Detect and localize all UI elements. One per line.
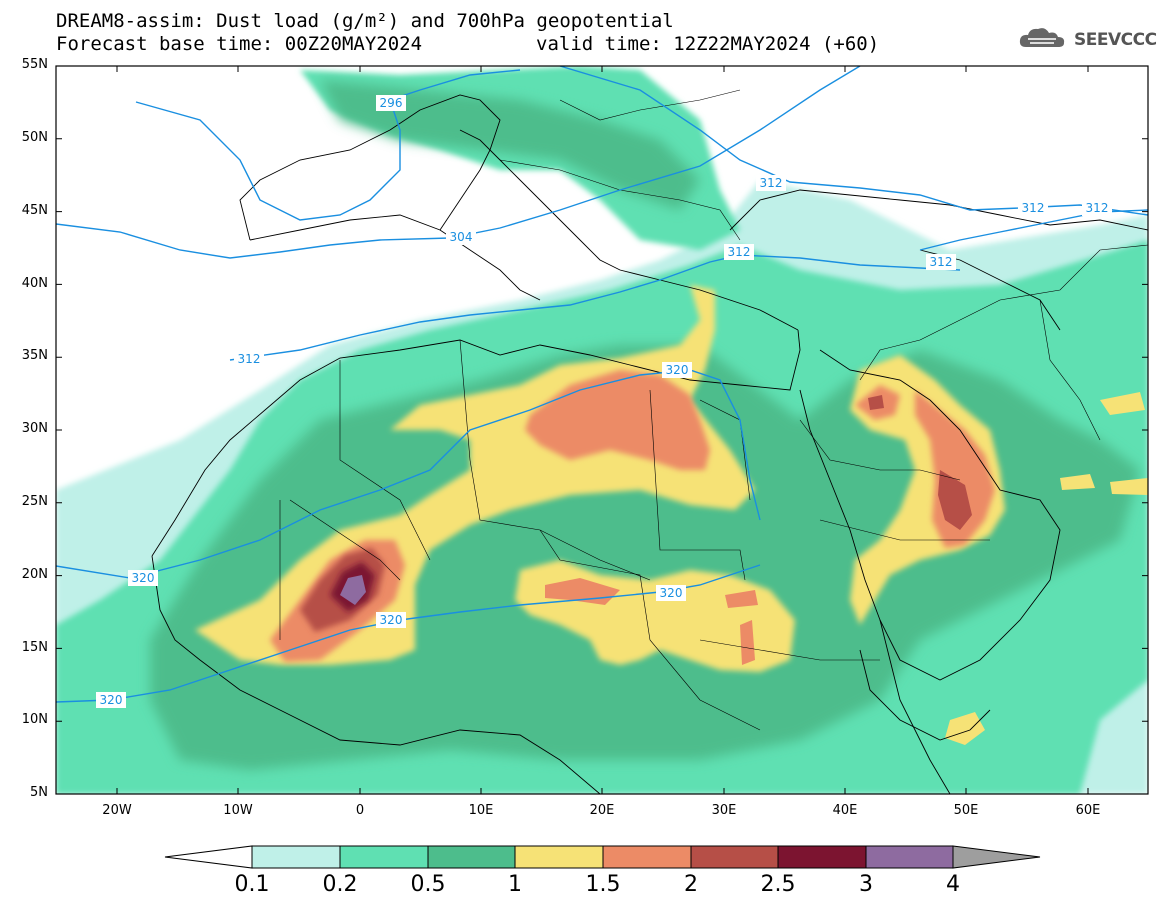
dust-level-1: [850, 355, 1005, 625]
contour-label: 312: [756, 175, 786, 191]
contour-label: 312: [926, 254, 956, 270]
contour-label: 312: [1018, 200, 1048, 216]
svg-text:304: 304: [450, 230, 473, 244]
colorbar-label: 4: [946, 872, 960, 897]
svg-text:312: 312: [1086, 201, 1109, 215]
dust-level-1: [1110, 478, 1148, 495]
lon-label: 50E: [953, 803, 979, 818]
lat-label: 25N: [21, 494, 48, 509]
lat-label: 45N: [21, 203, 48, 218]
svg-text:320: 320: [380, 613, 403, 627]
svg-text:320: 320: [660, 586, 683, 600]
lat-label: 50N: [21, 130, 48, 145]
colorbar-segment: [690, 845, 779, 869]
coastlines: [151, 94, 1148, 794]
map-title: DREAM8-assim: Dust load (g/m²) and 700hP…: [56, 10, 674, 32]
contour-label: 320: [128, 570, 158, 586]
contour-label: 320: [0, 0, 23, 3]
lat-label: 30N: [21, 421, 48, 436]
geopotential-contours: [56, 66, 1148, 703]
dust-level-1.5: [740, 620, 755, 665]
map-subtitle: Forecast base time: 00Z20MAY2024 valid ti…: [56, 33, 879, 55]
lon-label: 20W: [102, 803, 132, 818]
contour-label: 312: [234, 351, 264, 367]
dust-level-1.5: [525, 370, 710, 470]
dust-level-2: [938, 470, 972, 530]
dust-level-0.5: [150, 345, 1140, 770]
lon-label: 40E: [832, 803, 858, 818]
dust-level-2: [868, 395, 884, 410]
cloud-logo-icon: [1018, 25, 1070, 55]
colorbar-high-arrow: [952, 845, 1041, 869]
dust-level-1.5: [725, 590, 758, 608]
svg-text:312: 312: [238, 352, 261, 366]
colorbar-label: 2.5: [760, 872, 796, 897]
contour-320: [56, 369, 761, 579]
contour-label: 320: [376, 612, 406, 628]
base-time-text: Forecast base time: 00Z20MAY2024: [56, 33, 423, 55]
lon-label: 10E: [468, 803, 494, 818]
contour-label: 320: [662, 362, 692, 378]
colorbar-segment: [427, 845, 516, 869]
contour-label: 304: [446, 229, 476, 245]
lon-label: 10W: [223, 803, 253, 818]
colorbar-label: 2: [684, 872, 698, 897]
lat-label: 40N: [21, 276, 48, 291]
lon-label: 30E: [711, 803, 737, 818]
svg-text:312: 312: [760, 176, 783, 190]
colorbar-segment: [339, 845, 429, 869]
axis-ticks: [56, 65, 1148, 795]
seevccc-logo: SEEVCCC: [1018, 27, 1157, 53]
lat-label: 15N: [21, 640, 48, 655]
svg-text:320: 320: [132, 571, 155, 585]
colorbar: [164, 845, 1041, 869]
contour-label: 296: [376, 95, 406, 111]
svg-text:320: 320: [100, 693, 123, 707]
lat-label: 55N: [21, 57, 48, 72]
logo-text: SEEVCCC: [1074, 30, 1157, 50]
colorbar-label: 0.5: [410, 872, 446, 897]
svg-text:312: 312: [930, 255, 953, 269]
contour-label: 320: [96, 692, 126, 708]
colorbar-segment: [514, 845, 604, 869]
colorbar-segment: [251, 845, 341, 869]
colorbar-label: 1.5: [585, 872, 621, 897]
colorbar-label: 0.1: [234, 872, 270, 897]
colorbar-low-arrow: [164, 845, 253, 869]
lon-label: 0: [355, 803, 365, 818]
contour-296: [135, 69, 521, 221]
dust-level-0.5: [320, 80, 700, 210]
dust-level-1.5: [915, 390, 995, 548]
colorbar-segment: [602, 845, 692, 869]
contour-label: 312: [1082, 200, 1112, 216]
lon-label: 20E: [589, 803, 615, 818]
contour-labels: 296 304 312 312 312 312 312 312 320 320 …: [0, 0, 1112, 708]
lat-label: 35N: [21, 348, 48, 363]
colorbar-label: 1: [508, 872, 522, 897]
svg-text:312: 312: [1022, 201, 1045, 215]
lon-label: 60E: [1075, 803, 1101, 818]
svg-text:312: 312: [728, 245, 751, 259]
contour-label: 320: [656, 585, 686, 601]
dust-field: [56, 66, 1148, 794]
colorbar-segment: [777, 845, 867, 869]
valid-time-text: valid time: 12Z22MAY2024 (+60): [536, 33, 880, 55]
colorbar-label: 3: [859, 872, 873, 897]
lat-label: 10N: [21, 712, 48, 727]
dust-level-1: [1060, 474, 1095, 490]
contour-320b: [56, 564, 761, 703]
svg-text:320: 320: [666, 363, 689, 377]
lat-label: 20N: [21, 567, 48, 582]
colorbar-label: 0.2: [322, 872, 358, 897]
contour-label: 312: [724, 244, 754, 260]
contour-312: [229, 254, 961, 361]
dust-level-1: [945, 712, 985, 745]
lat-label: 5N: [30, 785, 48, 800]
dust-level-1: [1100, 392, 1145, 415]
dust-level-3: [340, 575, 366, 605]
svg-text:296: 296: [380, 96, 403, 110]
colorbar-segment: [865, 845, 954, 869]
